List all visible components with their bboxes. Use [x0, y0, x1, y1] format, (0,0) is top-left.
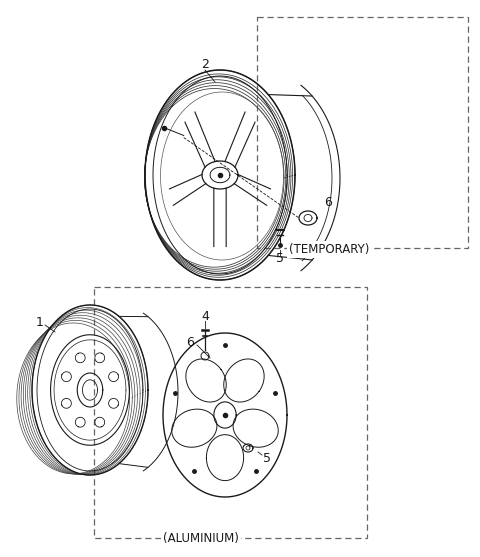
Text: 6: 6	[324, 197, 332, 209]
Text: (ALUMINIUM): (ALUMINIUM)	[163, 532, 239, 545]
Text: 5: 5	[276, 252, 284, 265]
Text: 2: 2	[201, 58, 209, 71]
Text: 6: 6	[186, 335, 194, 349]
Bar	[257, 17, 468, 248]
Text: 1: 1	[36, 315, 44, 329]
Bar	[94, 287, 367, 538]
Text: 4: 4	[201, 310, 209, 324]
Text: (TEMPORARY): (TEMPORARY)	[288, 243, 369, 256]
Text: 5: 5	[263, 452, 271, 465]
